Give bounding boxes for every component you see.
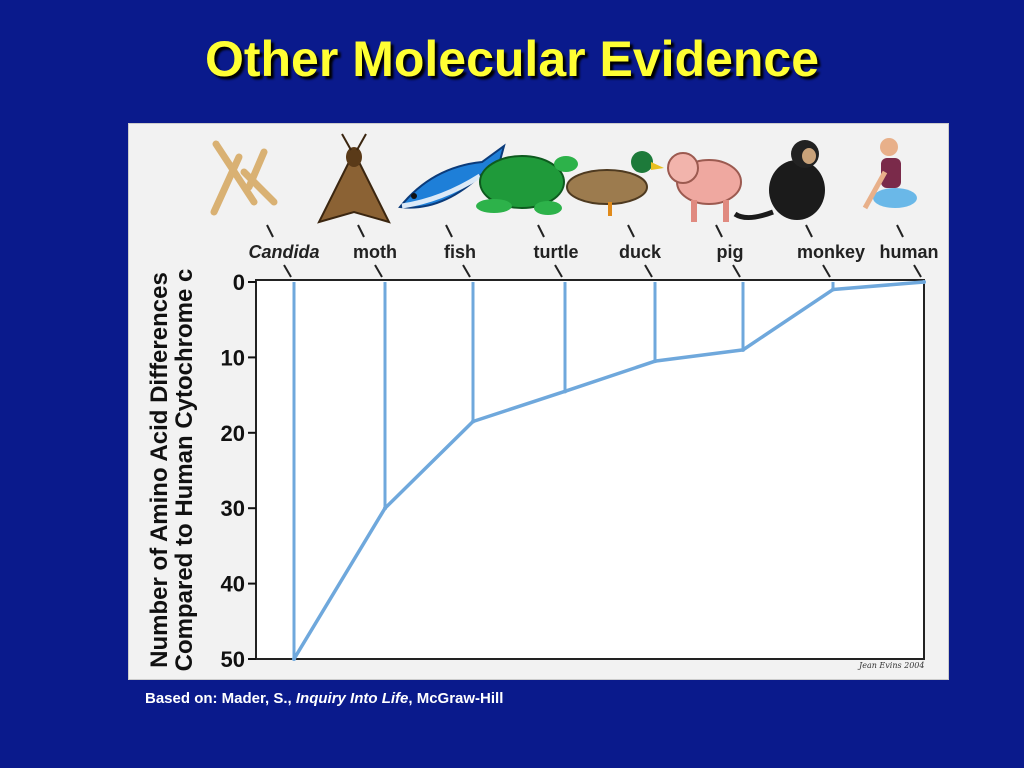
- label-connector-upper: [896, 224, 904, 238]
- monkey-body: [769, 160, 825, 220]
- pig-head: [667, 152, 699, 184]
- moth-head: [346, 147, 362, 167]
- label-connector-lower: [462, 264, 471, 278]
- credit-signature: Jean Evins 2004: [857, 661, 924, 670]
- y-tick-label: 30: [221, 496, 245, 521]
- organism-label: duck: [619, 242, 662, 262]
- caption-book-title: Inquiry Into Life: [295, 690, 409, 707]
- duck-leg: [608, 202, 612, 216]
- label-connector-lower: [644, 264, 653, 278]
- pig-leg: [723, 200, 729, 222]
- label-connector-lower: [283, 264, 292, 278]
- candida-hypha: [245, 148, 268, 191]
- data-point: [471, 419, 475, 424]
- turtle-flipper: [476, 199, 512, 213]
- organism-label: monkey: [797, 242, 865, 262]
- y-tick-label: 10: [221, 345, 245, 370]
- pig-icon: [667, 152, 742, 222]
- label-connector-upper: [627, 224, 635, 238]
- plot-frame: [255, 279, 925, 660]
- chart-panel: Candida moth fish turtle duck pig monkey human …: [128, 123, 949, 680]
- organism-labels: Candida moth fish turtle duck pig monkey human: [248, 224, 939, 278]
- pig-leg: [691, 200, 697, 222]
- label-connector-upper: [357, 224, 365, 238]
- moth-wings: [317, 149, 391, 224]
- data-point: [922, 280, 926, 284]
- monkey-face: [802, 148, 816, 164]
- y-tick-label: 20: [221, 421, 245, 446]
- turtle-shell: [479, 155, 565, 209]
- organism-label: fish: [444, 242, 476, 262]
- caption-suffix: , McGraw-Hill: [408, 690, 504, 707]
- fish-icon: [398, 143, 513, 209]
- label-connector-lower: [732, 264, 741, 278]
- caption-prefix: Based on: Mader, S.,: [145, 690, 296, 707]
- y-tick-label: 40: [221, 572, 245, 597]
- human-arm: [862, 170, 888, 210]
- label-connector-lower: [913, 264, 922, 278]
- organism-label: pig: [717, 242, 744, 262]
- moth-icon: [317, 133, 391, 224]
- duck-body: [566, 169, 648, 205]
- duck-bill: [651, 162, 664, 170]
- y-tick-label: 0: [233, 270, 245, 295]
- source-caption: Based on: Mader, S., Inquiry Into Life, …: [145, 690, 503, 707]
- human-legs: [873, 188, 917, 208]
- label-connector-lower: [554, 264, 563, 278]
- label-connector-upper: [805, 224, 813, 238]
- fish-eye: [411, 193, 417, 199]
- label-connector-upper: [715, 224, 723, 238]
- label-connector-lower: [374, 264, 383, 278]
- fish-belly: [401, 173, 482, 209]
- data-point: [653, 359, 657, 364]
- candida-hypha: [240, 168, 278, 206]
- turtle-flipper: [534, 201, 562, 215]
- human-torso: [881, 158, 901, 188]
- data-point: [292, 657, 296, 661]
- slide-title: Other Molecular Evidence: [204, 31, 820, 87]
- organism-icons: [210, 133, 917, 224]
- human-head: [880, 138, 898, 156]
- organism-label: Candida: [248, 242, 319, 262]
- turtle-head: [554, 156, 578, 172]
- label-connector-upper: [537, 224, 545, 238]
- duck-head: [631, 151, 653, 173]
- data-point: [741, 347, 745, 352]
- turtle-icon: [476, 155, 578, 215]
- data-series: [292, 280, 926, 661]
- y-axis-title-line1: Number of Amino Acid Differences: [146, 272, 173, 668]
- data-point: [383, 506, 387, 511]
- organism-label: moth: [353, 242, 397, 262]
- candida-icon: [210, 140, 278, 216]
- label-connector-lower: [822, 264, 831, 278]
- human-icon: [862, 138, 917, 210]
- label-connector-upper: [445, 224, 453, 238]
- data-point: [563, 389, 567, 394]
- monkey-tail: [733, 209, 774, 220]
- moth-antenna: [341, 133, 352, 151]
- data-point: [831, 287, 835, 292]
- candida-hypha: [210, 153, 243, 216]
- duck-icon: [566, 151, 664, 216]
- organism-label: human: [879, 242, 938, 262]
- series-line: [292, 280, 925, 660]
- y-tick-label: 50: [221, 647, 245, 672]
- organism-label: turtle: [534, 242, 579, 262]
- monkey-icon: [733, 140, 825, 220]
- label-connector-upper: [266, 224, 274, 238]
- moth-antenna: [356, 133, 367, 151]
- y-axis-title-line2: Compared to Human Cytochrome c: [171, 269, 198, 672]
- amino-acid-chart: Candida moth fish turtle duck pig monkey human …: [146, 133, 939, 672]
- y-axis: 0 10 20 30 40 50: [221, 270, 256, 672]
